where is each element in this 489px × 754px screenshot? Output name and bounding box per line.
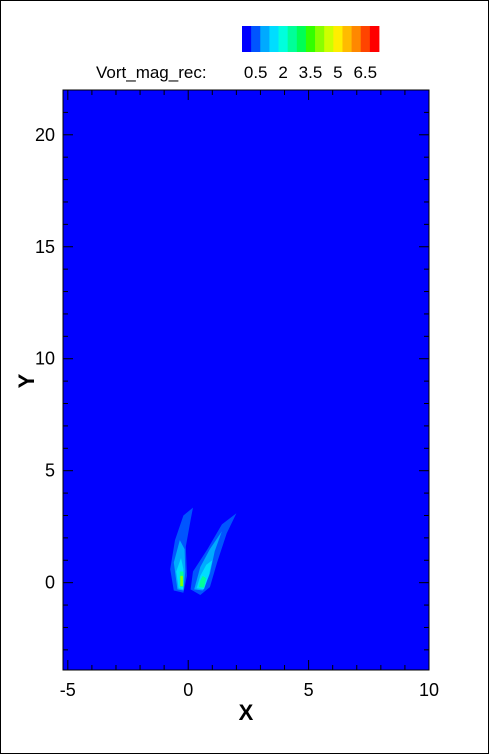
field-background [63,90,429,670]
colorbar-tick-label: 2 [278,63,287,82]
colorbar-swatch [351,26,362,52]
colorbar-swatch [324,26,334,52]
plot-border [62,89,430,671]
x-tick-label: 5 [304,680,314,700]
left-vortex-level-4 [180,575,183,586]
colorbar-tick-label: 0.5 [244,63,268,82]
colorbar-swatch [296,26,307,52]
colorbar-title: Vort_mag_rec: [96,63,207,82]
y-tick-label: 0 [45,573,55,593]
right-vortex-level-3 [199,575,207,588]
colorbar-swatch [360,26,371,52]
colorbar-swatch [369,26,380,52]
contour-field [63,90,429,670]
colorbar-swatch [342,26,352,52]
colorbar-swatch [242,26,252,52]
left-vortex [170,507,193,593]
y-axis-label: Y [14,373,39,388]
colorbar-tick-label: 3.5 [299,63,323,82]
x-tick-label: 10 [419,680,439,700]
x-axis-label: X [239,700,254,725]
x-tick-label: 0 [183,680,193,700]
y-tick-label: 10 [35,349,55,369]
y-tick-label: 5 [45,461,55,481]
colorbar-swatch [333,26,343,52]
colorbar-swatch [251,26,261,52]
colorbar-tick-label: 5 [333,63,342,82]
colorbar-swatch [305,26,316,52]
y-tick-label: 20 [35,125,55,145]
colorbar-swatch [269,26,279,52]
colorbar-swatch [315,26,325,52]
x-tick-label: -5 [60,680,76,700]
colorbar-swatch [278,26,289,52]
y-tick-label: 15 [35,237,55,257]
right-vortex [190,513,237,595]
colorbar-tick-label: 6.5 [353,63,377,82]
colorbar-swatch [287,26,298,52]
colorbar-swatch [260,26,270,52]
axes: -5 0 5 10 0 5 10 15 20 [35,89,439,700]
colorbar-legend: Vort_mag_rec: 0.5 2 3.5 5 6.5 [96,26,380,82]
